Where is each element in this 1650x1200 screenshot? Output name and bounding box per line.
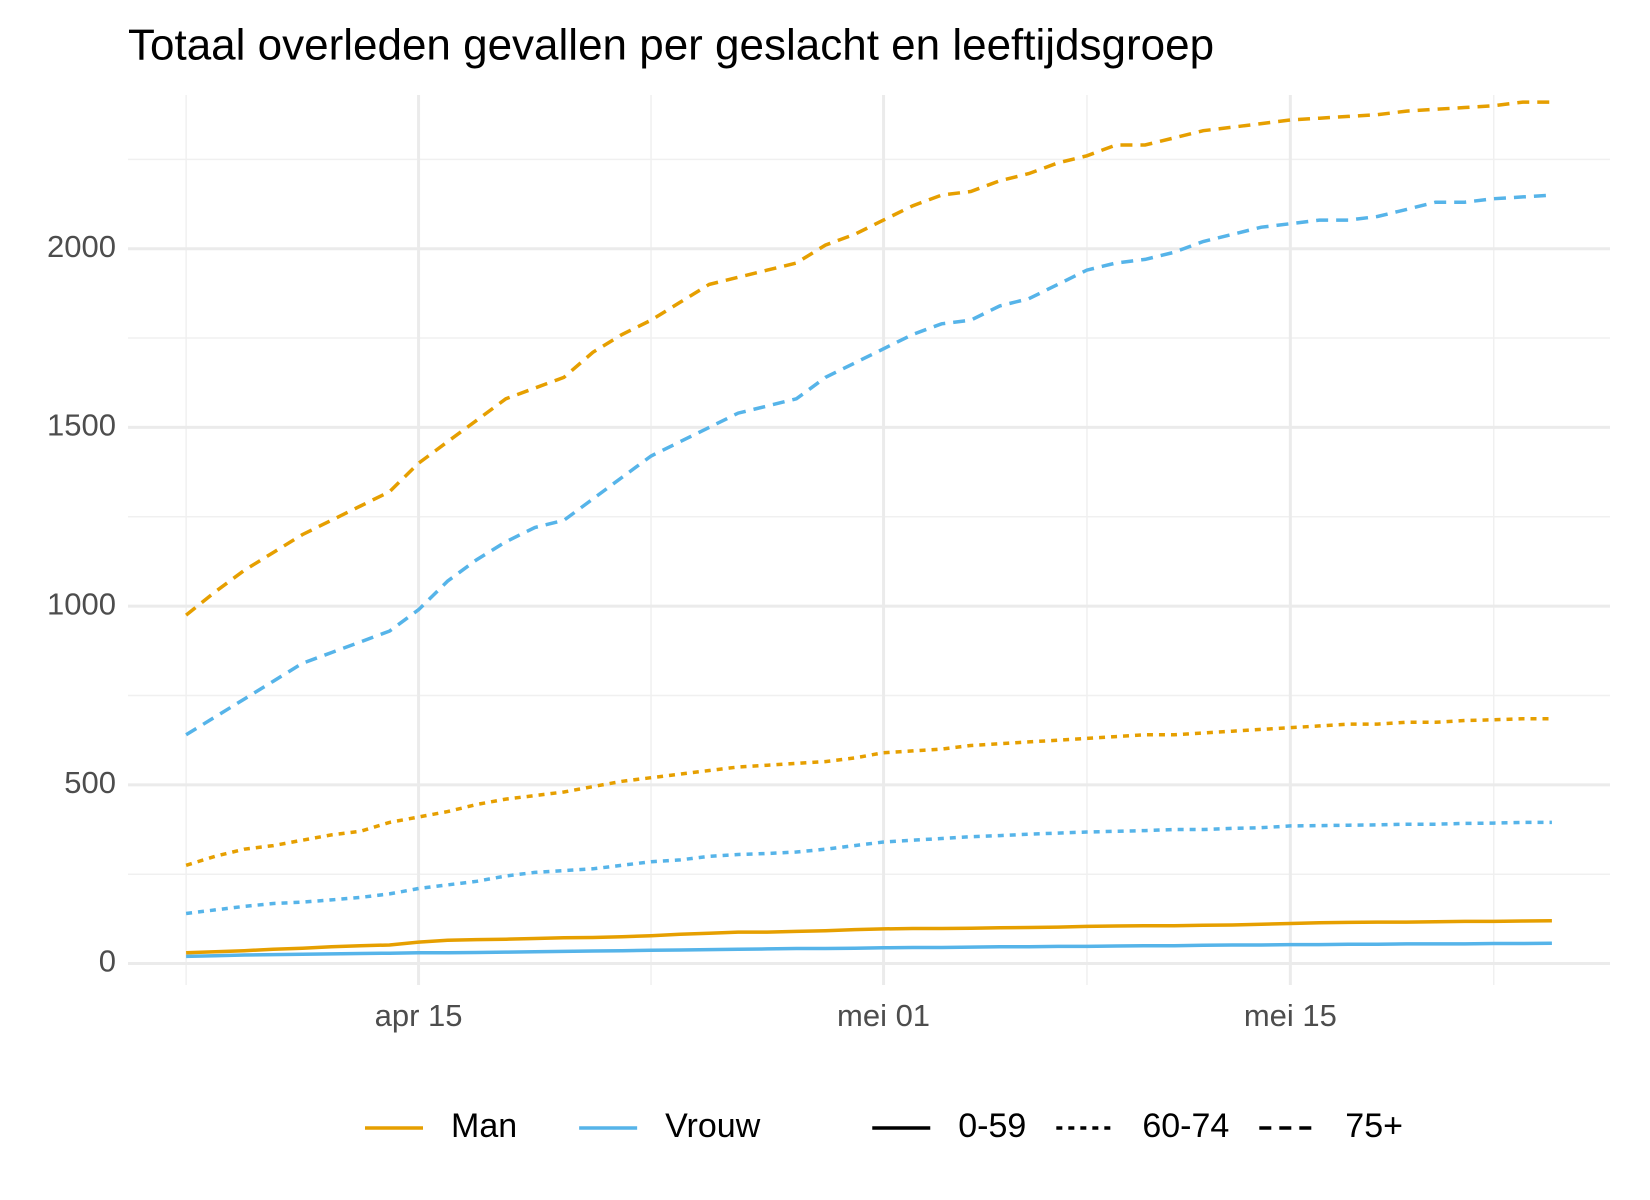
- legend-label: Vrouw: [665, 1107, 761, 1145]
- x-tick-label: mei 15: [1244, 998, 1337, 1033]
- y-tick-label: 500: [64, 765, 116, 800]
- x-tick-label: mei 01: [837, 998, 930, 1033]
- legend-label: 0-59: [958, 1107, 1026, 1145]
- series-line: [186, 918, 1552, 955]
- y-tick-label: 1500: [47, 408, 116, 443]
- series-line: [186, 941, 1552, 959]
- legend-label: Man: [451, 1107, 517, 1145]
- series-line: [185, 716, 1552, 867]
- legend: Man Vrouw 0-59 60-74 75+: [365, 1107, 1403, 1145]
- y-tick-label: 2000: [47, 229, 116, 264]
- legend-label: 75+: [1345, 1107, 1403, 1145]
- series-line: [185, 100, 1552, 617]
- y-tick-label: 0: [99, 944, 116, 979]
- legend-label: 60-74: [1142, 1107, 1229, 1145]
- y-tick-label: 1000: [47, 586, 116, 621]
- series-line: [185, 193, 1553, 737]
- series-line: [185, 820, 1552, 916]
- chart-title: Totaal overleden gevallen per geslacht e…: [128, 21, 1214, 70]
- x-tick-label: apr 15: [375, 998, 463, 1033]
